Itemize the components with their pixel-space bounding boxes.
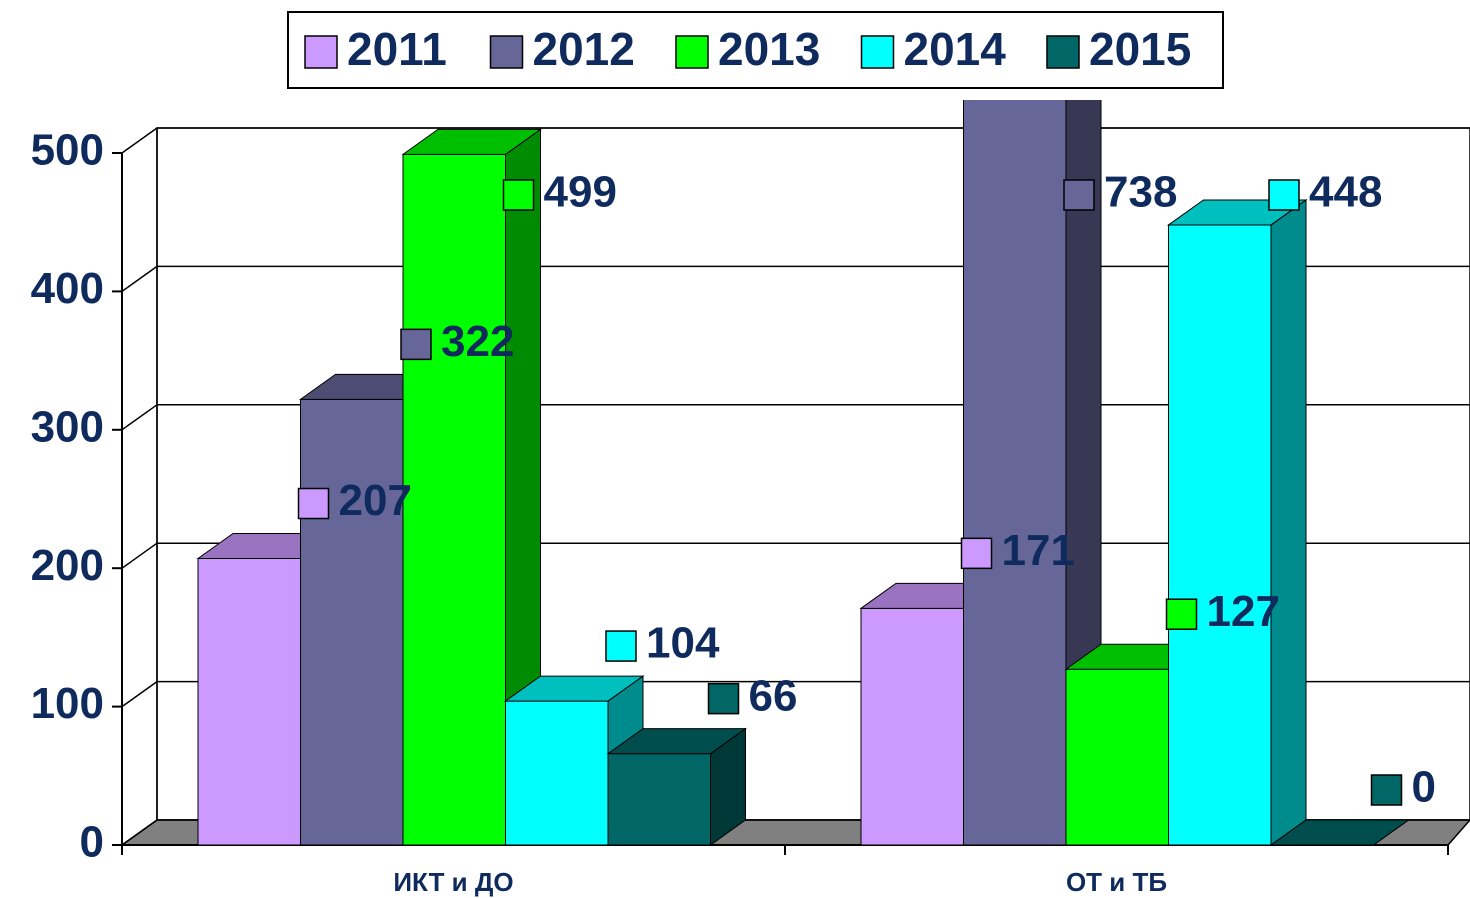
grid-line-side [121,265,158,293]
legend-swatch [489,35,524,69]
data-label: 66 [749,671,798,720]
legend-label: 2015 [1089,23,1191,75]
data-label: 207 [339,476,412,525]
data-label: 104 [646,619,720,668]
grid-line-side [121,404,158,431]
bar-front [505,700,609,846]
grid-line-side [121,819,158,846]
bar-top [606,728,748,755]
bar-front [300,398,404,846]
bar-front [402,153,506,846]
bar-front [1065,668,1169,846]
y-tick-label: 200 [31,541,104,590]
bar [1166,198,1308,846]
label-swatch [502,179,535,211]
label-swatch [960,537,993,570]
legend-label: 2012 [533,23,635,75]
label-swatch [1063,179,1095,211]
label-swatch [297,487,330,520]
data-label: 499 [544,168,617,217]
label-swatch [605,630,637,662]
data-label: 448 [1309,168,1382,217]
data-label: 127 [1207,587,1280,636]
bar [401,128,543,846]
bar-front [860,607,964,846]
x-tick-label: ИКТ и ДО [393,867,513,897]
grid-line-side [121,127,158,154]
legend-swatch [1046,35,1080,69]
y-tick-label: 300 [31,402,104,451]
bar [606,727,748,846]
label-swatch [707,682,740,715]
legend-label: 2014 [904,23,1007,75]
bar-front [197,558,301,846]
label-swatch [1165,598,1198,630]
legend-swatch [860,35,895,69]
data-label: 171 [1002,526,1075,575]
grid-line-side [121,542,158,569]
label-swatch [1268,179,1300,211]
grid-line-side [121,680,158,708]
legend-label: 2011 [347,23,447,75]
bar-top [401,128,543,155]
y-tick-label: 0 [80,818,104,867]
label-swatch [1370,774,1403,806]
bar-side [1270,198,1307,846]
label-swatch [400,328,432,361]
y-tick-label: 500 [31,126,104,175]
legend-label: 2013 [718,23,820,75]
bars [196,100,1411,846]
bar-front [607,753,711,846]
y-tick-label: 400 [31,264,104,313]
x-tick-label: ОТ и ТБ [1066,867,1167,897]
y-tick-label: 100 [31,679,104,728]
data-label: 322 [441,317,514,366]
bar-front [963,100,1067,846]
data-label: 738 [1104,168,1177,217]
data-label: 0 [1412,763,1436,812]
bar-top [503,675,645,702]
bar [1269,819,1411,846]
bar-top [1269,819,1411,846]
legend-swatch [675,35,709,69]
legend-swatch [304,35,338,69]
bar-front [1168,224,1272,846]
